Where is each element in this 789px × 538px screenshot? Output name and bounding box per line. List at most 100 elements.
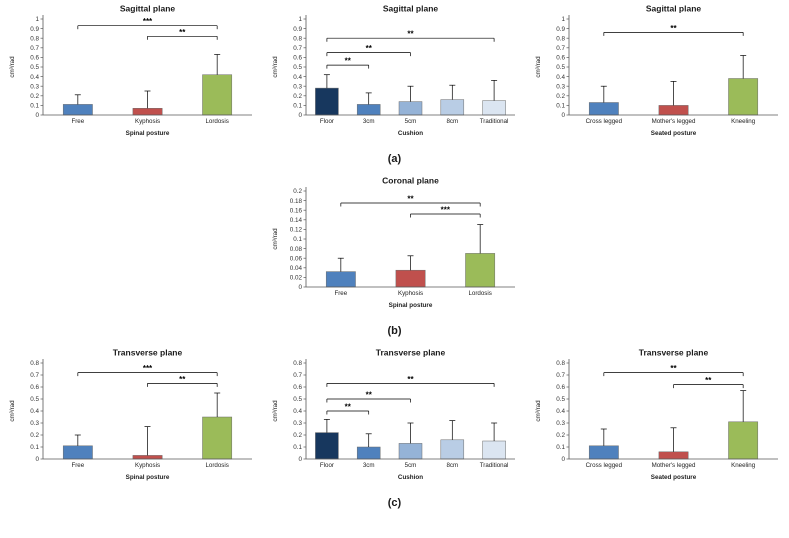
significance-label: **	[705, 376, 712, 385]
category-label: Traditional	[479, 462, 508, 469]
y-tick-label: 0.5	[30, 396, 39, 403]
y-tick-label: 0.6	[30, 55, 39, 62]
category-label: 5cm	[404, 462, 416, 469]
x-axis-label: Cushion	[397, 474, 422, 481]
bar	[727, 78, 758, 116]
y-tick-label: 0.6	[293, 55, 302, 62]
category-label: Free	[71, 462, 84, 469]
y-tick-label: 0.2	[293, 93, 302, 100]
bar	[201, 416, 232, 460]
y-tick-label: 0.3	[293, 420, 302, 427]
y-tick-label: 0.1	[293, 444, 302, 451]
y-axis-label: cm³/rad	[535, 56, 542, 78]
significance-label: **	[179, 375, 186, 384]
y-tick-label: 0.5	[30, 64, 39, 71]
bar	[481, 440, 506, 460]
category-label: Kyphosis	[134, 462, 159, 469]
y-tick-label: 0.2	[30, 93, 39, 100]
y-tick-label: 0.9	[293, 26, 302, 33]
y-tick-label: 0.16	[289, 207, 302, 214]
y-tick-label: 0.6	[30, 384, 39, 391]
significance-label: **	[670, 364, 677, 373]
significance-label: **	[407, 30, 414, 39]
y-tick-label: 0	[298, 284, 302, 291]
category-label: Free	[334, 290, 347, 297]
x-axis-label: Cushion	[397, 130, 422, 137]
significance-label: **	[670, 24, 677, 33]
y-axis-label: cm³/rad	[9, 56, 16, 78]
bar-chart-svg: 0 0.1 0.2 0.3 0.4 0.5 0.6 0.7 0.8 Free Kyphosis Lor…	[9, 348, 252, 481]
y-tick-label: 0.12	[289, 227, 302, 234]
y-tick-label: 0.06	[289, 255, 302, 262]
bar	[464, 253, 495, 288]
bar	[395, 269, 425, 288]
significance-label: **	[179, 28, 186, 37]
y-tick-label: 0.4	[556, 74, 565, 81]
y-tick-label: 0.4	[30, 74, 39, 81]
x-axis-label: Seated posture	[650, 474, 696, 481]
chart-transverse-spinal-posture: 0 0.1 0.2 0.3 0.4 0.5 0.6 0.7 0.8 Free Kyphosis Lor…	[0, 346, 263, 496]
y-tick-label: 0.7	[293, 45, 302, 52]
y-tick-label: 0.4	[293, 74, 302, 81]
y-tick-label: 0.5	[293, 396, 302, 403]
y-tick-label: 0.2	[556, 93, 565, 100]
y-tick-label: 0.2	[30, 432, 39, 439]
row-b-charts: 0 0.02 0.04 0.06 0.08 0.1 0.12 0.14 0.16 0.18 0.2 F…	[0, 174, 789, 324]
y-tick-label: 0.2	[293, 432, 302, 439]
y-tick-label: 0	[35, 456, 39, 463]
y-tick-label: 0.7	[556, 45, 565, 52]
y-tick-label: 0.1	[30, 444, 39, 451]
category-label: Kneeling	[731, 462, 756, 469]
y-tick-label: 0.5	[556, 64, 565, 71]
y-tick-label: 0.3	[556, 83, 565, 90]
significance-label: **	[407, 195, 414, 204]
category-label: Kneeling	[731, 118, 756, 125]
bar	[481, 100, 506, 116]
bar-chart-svg: 0 0.1 0.2 0.3 0.4 0.5 0.6 0.7 0.8 0.9 1 Free Kyphosi…	[9, 4, 252, 137]
y-tick-label: 0.3	[30, 83, 39, 90]
y-tick-label: 0.6	[556, 384, 565, 391]
bar	[314, 87, 339, 116]
y-axis-label: cm³/rad	[272, 228, 279, 250]
chart-title: Sagittal plane	[645, 4, 701, 14]
bar-chart-svg: 0 0.1 0.2 0.3 0.4 0.5 0.6 0.7 0.8 Floor 3cm 5cm 8cm T…	[272, 348, 515, 481]
y-tick-label: 0.1	[556, 444, 565, 451]
row-c-charts: 0 0.1 0.2 0.3 0.4 0.5 0.6 0.7 0.8 Free Kyphosis Lor…	[0, 346, 789, 496]
y-tick-label: 0.5	[293, 64, 302, 71]
chart-transverse-seated-posture: 0 0.1 0.2 0.3 0.4 0.5 0.6 0.7 0.8 Cross legged Mot…	[526, 346, 789, 496]
y-tick-label: 0.7	[30, 45, 39, 52]
y-tick-label: 0.08	[289, 246, 302, 253]
y-tick-label: 0.14	[289, 217, 302, 224]
bar	[440, 439, 464, 460]
x-axis-label: Seated posture	[650, 130, 696, 137]
y-tick-label: 0	[561, 112, 565, 119]
y-tick-label: 0.9	[556, 26, 565, 33]
bar	[398, 101, 422, 116]
bar	[356, 446, 380, 460]
category-label: Cross legged	[585, 462, 622, 469]
category-label: 8cm	[446, 118, 458, 125]
y-tick-label: 0.8	[30, 35, 39, 42]
bar-chart-svg: 0 0.02 0.04 0.06 0.08 0.1 0.12 0.14 0.16 0.18 0.2 F…	[272, 176, 515, 309]
significance-label: **	[365, 44, 372, 53]
y-tick-label: 0.4	[556, 408, 565, 415]
y-tick-label: 0.18	[289, 198, 302, 205]
y-tick-label: 0.02	[289, 275, 302, 282]
y-tick-label: 0.8	[556, 35, 565, 42]
category-label: Mother's legged	[651, 462, 695, 469]
y-tick-label: 0.7	[293, 372, 302, 379]
chart-title: Coronal plane	[382, 176, 439, 186]
bar	[325, 271, 356, 288]
bar	[398, 443, 422, 460]
category-label: Lordosis	[205, 462, 228, 469]
y-tick-label: 0	[298, 456, 302, 463]
bar	[132, 108, 162, 116]
category-label: Cross legged	[585, 118, 622, 125]
x-axis-label: Spinal posture	[125, 474, 169, 481]
bar-chart-svg: 0 0.1 0.2 0.3 0.4 0.5 0.6 0.7 0.8 0.9 1 Floor 3cm 5cm…	[272, 4, 515, 137]
y-tick-label: 0.4	[30, 408, 39, 415]
y-axis-label: cm³/rad	[272, 56, 279, 78]
row-label-a: (a)	[387, 153, 402, 165]
y-tick-label: 0.1	[556, 103, 565, 110]
